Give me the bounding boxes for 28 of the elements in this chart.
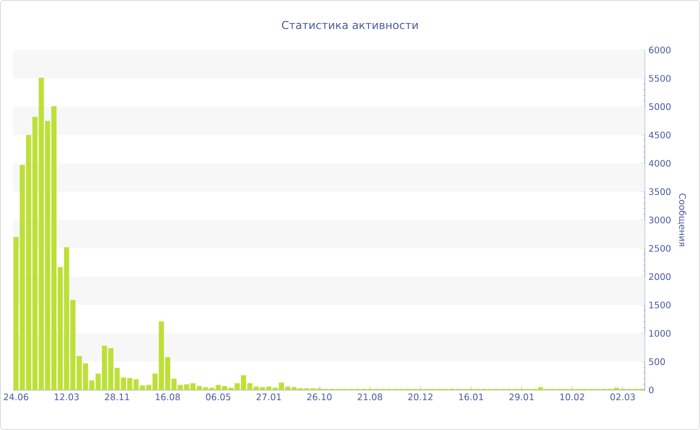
y-tick-label: 6000 — [648, 46, 671, 54]
y-tick-label: 1500 — [649, 302, 671, 308]
y-tick-label: 2500 — [649, 244, 671, 252]
y-tick-label: 5500 — [649, 74, 671, 82]
x-tick-label: 06.05 — [206, 394, 230, 400]
y-tick-label: 4000 — [648, 160, 671, 167]
y-tick-label: 4500 — [648, 132, 671, 138]
y-tick-label: 1000 — [649, 330, 671, 337]
y-tick-label: 2000 — [649, 273, 671, 280]
x-tick-label: 20.12 — [408, 394, 432, 400]
x-tick-label: 27.01 — [256, 394, 281, 400]
x-tick-label: 21.08 — [358, 394, 382, 400]
y-tick-label: 3500 — [649, 188, 671, 196]
x-tick-label: 29.01 — [509, 394, 534, 400]
y-axis-title: Сообщения — [678, 194, 686, 246]
y-tick-label: 3000 — [649, 216, 671, 224]
x-tick-label: 26.10 — [307, 394, 332, 400]
y-tick-label: 0 — [648, 386, 654, 394]
x-tick-label: 16.08 — [156, 394, 180, 400]
x-tick-label: 12.03 — [54, 394, 79, 400]
x-tick-label: 10.02 — [560, 394, 584, 400]
x-tick-label: 28.11 — [104, 394, 130, 400]
y-tick-label: 5000 — [649, 103, 671, 110]
y-tick-label: 500 — [649, 358, 665, 366]
chart-title: Статистика активности — [282, 20, 418, 30]
x-tick-label: 02.03 — [610, 394, 635, 400]
x-tick-label: 24.06 — [4, 394, 28, 400]
x-tick-label: 16.01 — [459, 394, 484, 400]
